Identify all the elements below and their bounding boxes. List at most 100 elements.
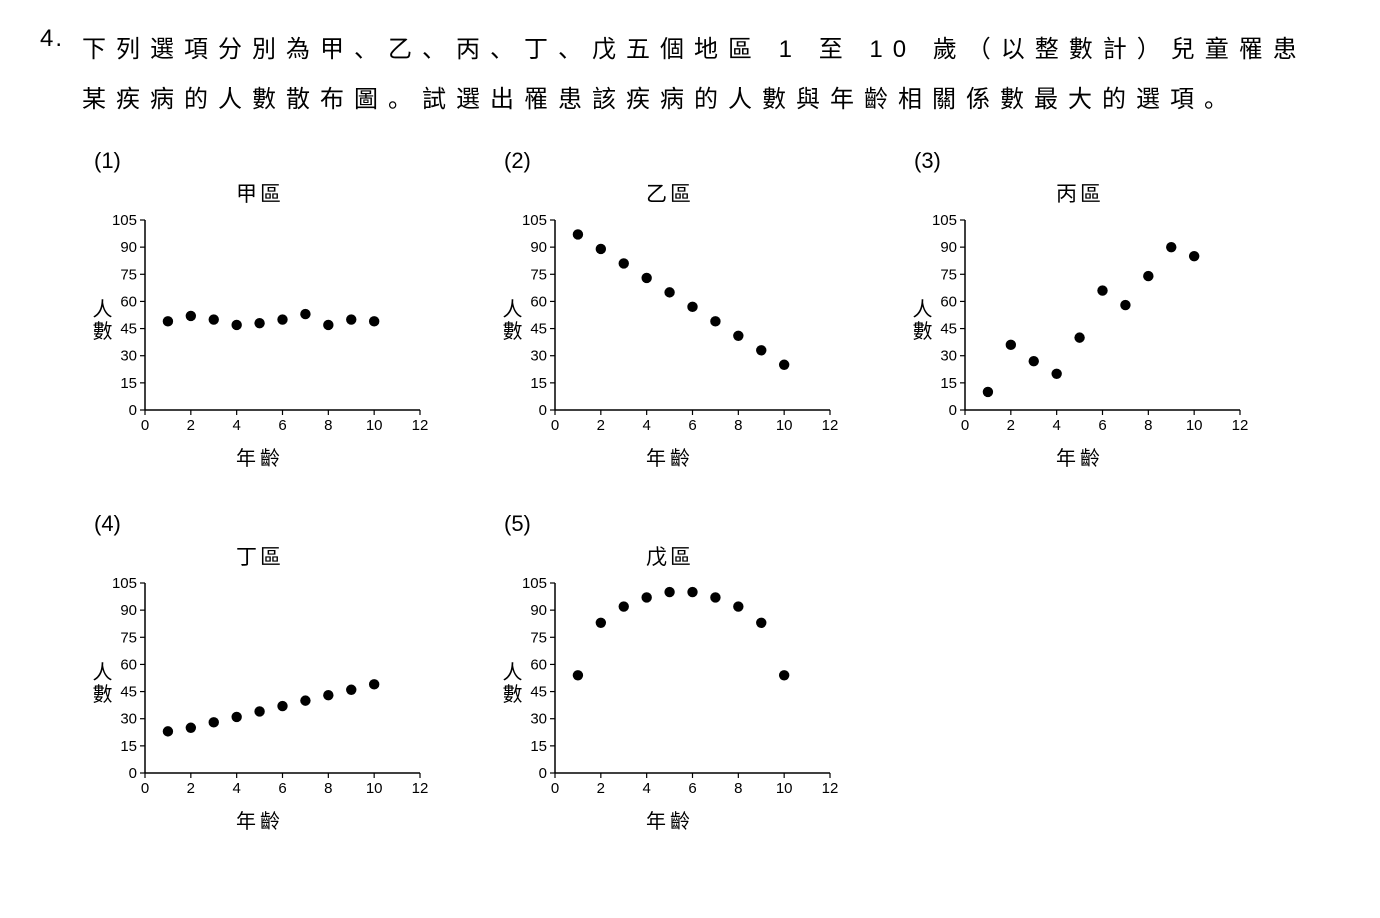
data-point	[779, 670, 789, 680]
svg-text:60: 60	[530, 656, 547, 673]
data-point	[186, 310, 196, 320]
chart-title: 丁區	[90, 541, 430, 571]
x-axis-label: 年齡	[90, 442, 430, 471]
chart-holder: 人數0246810120153045607590105	[910, 210, 1250, 440]
option-label: (3)	[914, 148, 1250, 174]
svg-text:0: 0	[141, 780, 149, 797]
data-point	[209, 717, 219, 727]
option-label: (2)	[504, 148, 840, 174]
charts-container: (1)甲區人數0246810120153045607590105年齡(2)乙區人…	[90, 148, 1340, 834]
data-point	[664, 287, 674, 297]
svg-text:0: 0	[141, 417, 149, 434]
option-label: (5)	[504, 511, 840, 537]
data-point	[231, 711, 241, 721]
svg-text:6: 6	[278, 780, 286, 797]
question-line-2: 某疾病的人數散布圖。試選出罹患該疾病的人數與年齡相關係數最大的選項。	[82, 86, 1238, 113]
data-point	[277, 701, 287, 711]
data-point	[1029, 356, 1039, 366]
data-point	[346, 684, 356, 694]
svg-text:10: 10	[366, 417, 383, 434]
data-point	[346, 314, 356, 324]
data-point	[733, 601, 743, 611]
svg-text:45: 45	[120, 683, 137, 700]
svg-text:75: 75	[940, 266, 957, 283]
data-point	[369, 316, 379, 326]
y-axis-label: 人數	[496, 661, 525, 705]
data-point	[664, 587, 674, 597]
scatter-chart: 0246810120153045607590105	[910, 210, 1250, 440]
svg-text:60: 60	[120, 656, 137, 673]
svg-text:12: 12	[822, 780, 839, 797]
data-point	[209, 314, 219, 324]
data-point	[756, 345, 766, 355]
data-point	[163, 726, 173, 736]
svg-text:105: 105	[522, 212, 547, 229]
chart-row-1: (1)甲區人數0246810120153045607590105年齡(2)乙區人…	[90, 148, 1340, 471]
data-point	[641, 272, 651, 282]
y-axis-label: 人數	[86, 298, 115, 342]
svg-text:2: 2	[597, 780, 605, 797]
data-point	[573, 229, 583, 239]
svg-text:6: 6	[278, 417, 286, 434]
data-point	[573, 670, 583, 680]
svg-text:4: 4	[642, 417, 650, 434]
svg-text:45: 45	[530, 683, 547, 700]
data-point	[983, 386, 993, 396]
data-point	[1143, 271, 1153, 281]
svg-text:105: 105	[522, 575, 547, 592]
svg-text:105: 105	[112, 212, 137, 229]
svg-text:8: 8	[324, 780, 332, 797]
svg-text:75: 75	[530, 629, 547, 646]
data-point	[687, 301, 697, 311]
svg-text:6: 6	[1098, 417, 1106, 434]
data-point	[779, 359, 789, 369]
svg-text:30: 30	[530, 710, 547, 727]
data-point	[619, 258, 629, 268]
svg-text:15: 15	[120, 375, 137, 392]
svg-text:0: 0	[539, 765, 547, 782]
svg-text:4: 4	[642, 780, 650, 797]
svg-text:15: 15	[120, 738, 137, 755]
svg-text:0: 0	[129, 402, 137, 419]
data-point	[186, 722, 196, 732]
y-axis-label: 人數	[496, 298, 525, 342]
scatter-chart: 0246810120153045607590105	[90, 573, 430, 803]
svg-text:90: 90	[530, 602, 547, 619]
svg-text:75: 75	[120, 629, 137, 646]
svg-text:30: 30	[120, 710, 137, 727]
chart-block: (3)丙區人數0246810120153045607590105年齡	[910, 148, 1250, 471]
data-point	[596, 617, 606, 627]
svg-text:90: 90	[120, 602, 137, 619]
data-point	[254, 706, 264, 716]
svg-text:60: 60	[120, 293, 137, 310]
svg-text:2: 2	[187, 780, 195, 797]
svg-text:6: 6	[688, 780, 696, 797]
chart-block: (5)戊區人數0246810120153045607590105年齡	[500, 511, 840, 834]
svg-text:30: 30	[120, 347, 137, 364]
data-point	[710, 316, 720, 326]
option-label: (1)	[94, 148, 430, 174]
option-label: (4)	[94, 511, 430, 537]
svg-text:8: 8	[324, 417, 332, 434]
question-row: 4. 下列選項分別為甲、乙、丙、丁、戊五個地區 1 至 10 歲（以整數計）兒童…	[40, 25, 1340, 126]
data-point	[323, 690, 333, 700]
chart-title: 甲區	[90, 178, 430, 208]
scatter-chart: 0246810120153045607590105	[90, 210, 430, 440]
svg-text:45: 45	[120, 320, 137, 337]
data-point	[254, 318, 264, 328]
data-point	[369, 679, 379, 689]
svg-text:10: 10	[776, 780, 793, 797]
svg-text:8: 8	[734, 417, 742, 434]
svg-text:45: 45	[940, 320, 957, 337]
svg-text:45: 45	[530, 320, 547, 337]
data-point	[1189, 251, 1199, 261]
svg-text:75: 75	[530, 266, 547, 283]
svg-text:0: 0	[551, 780, 559, 797]
svg-text:12: 12	[1232, 417, 1249, 434]
svg-text:12: 12	[412, 417, 429, 434]
data-point	[687, 587, 697, 597]
chart-row-2: (4)丁區人數0246810120153045607590105年齡(5)戊區人…	[90, 511, 1340, 834]
chart-holder: 人數0246810120153045607590105	[500, 573, 840, 803]
svg-text:15: 15	[940, 375, 957, 392]
svg-text:2: 2	[187, 417, 195, 434]
